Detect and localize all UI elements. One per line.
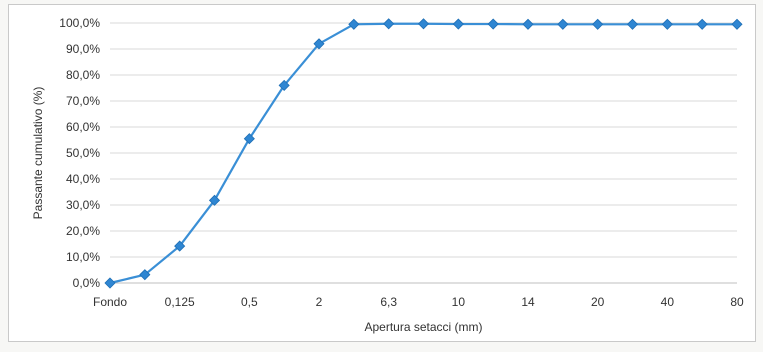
data-point-marker	[348, 18, 360, 30]
y-tick-label: 100,0%	[59, 16, 100, 30]
data-point-marker	[208, 194, 221, 206]
data-point-marker	[626, 18, 639, 30]
data-point-marker	[417, 18, 430, 30]
y-axis-title: Passante cumulativo (%)	[31, 87, 45, 220]
y-tick-label: 80,0%	[66, 68, 100, 82]
y-axis-tick-labels: 0,0% 10,0% 20,0% 30,0% 40,0% 50,0% 60,0% 70,0% 8…	[59, 16, 100, 290]
y-tick-label: 30,0%	[66, 198, 100, 212]
chart-frame	[8, 4, 756, 342]
x-axis-tick-labels: Fondo 0,125 0,5 2 6,3 10 14 20 40 80	[93, 295, 744, 309]
y-tick-label: 20,0%	[66, 224, 100, 238]
x-tick-label: 10	[452, 295, 466, 309]
y-tick-label: 60,0%	[66, 120, 100, 134]
data-point-marker	[592, 18, 604, 30]
data-point-marker	[557, 18, 569, 30]
x-tick-label: 20	[591, 295, 605, 309]
x-tick-label: 80	[730, 295, 744, 309]
x-tick-label: Fondo	[93, 295, 127, 309]
x-tick-label: 0,125	[165, 295, 195, 309]
data-point-marker	[661, 18, 673, 30]
x-axis-title: Apertura setacci (mm)	[364, 320, 482, 334]
x-tick-label: 2	[316, 295, 323, 309]
data-point-marker	[313, 38, 325, 50]
data-point-marker	[452, 18, 464, 30]
y-tick-label: 50,0%	[66, 146, 100, 160]
series-passante	[104, 18, 743, 289]
x-tick-label: 40	[661, 295, 675, 309]
y-tick-label: 0,0%	[73, 276, 101, 290]
x-tick-label: 0,5	[241, 295, 258, 309]
data-point-marker	[731, 18, 743, 30]
x-tick-label: 14	[521, 295, 535, 309]
data-point-marker	[383, 18, 395, 30]
data-point-marker	[278, 79, 290, 91]
x-tick-label: 6,3	[380, 295, 397, 309]
data-point-marker	[243, 133, 255, 145]
y-tick-label: 10,0%	[66, 250, 100, 264]
y-tick-label: 70,0%	[66, 94, 100, 108]
data-point-marker	[174, 240, 186, 252]
data-point-marker	[487, 18, 499, 30]
data-point-marker	[104, 277, 116, 289]
gridlines	[110, 22, 737, 258]
y-tick-label: 90,0%	[66, 42, 100, 56]
y-tick-label: 40,0%	[66, 172, 100, 186]
data-point-marker	[696, 18, 708, 30]
data-point-marker	[139, 269, 151, 281]
data-point-marker	[522, 18, 534, 30]
